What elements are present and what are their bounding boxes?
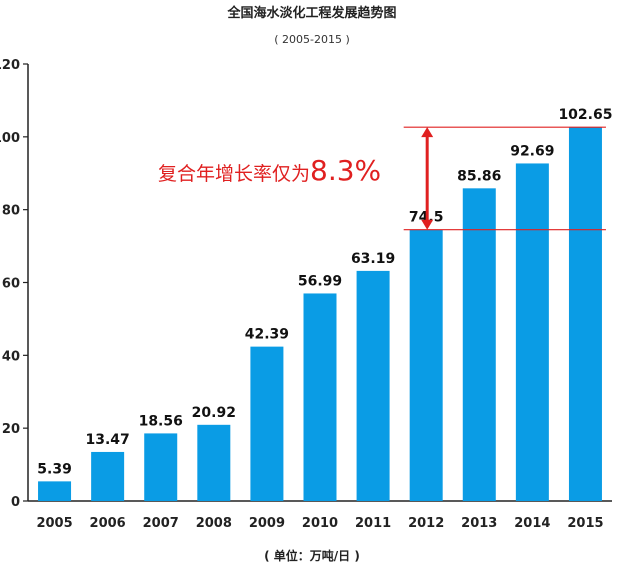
x-tick-label: 2013	[461, 516, 497, 531]
y-tick-label: 60	[2, 277, 20, 292]
y-axis-ticks: 0 20 40 60 80 100 120	[0, 58, 28, 510]
unit-label: ( 单位：万吨/日 )	[264, 548, 360, 563]
value-label-2015: 102.65	[558, 107, 612, 123]
x-tick-label: 2011	[355, 516, 391, 531]
x-tick-label: 2009	[249, 516, 285, 531]
bar-2015	[568, 127, 602, 501]
value-label-2013: 85.86	[457, 168, 501, 184]
x-tick-label: 2007	[143, 516, 179, 531]
value-labels: 5.3913.4718.5620.9242.3956.9963.1974.585…	[37, 107, 612, 477]
bars	[38, 127, 602, 501]
x-tick-label: 2010	[302, 516, 338, 531]
value-label-2006: 13.47	[85, 432, 129, 448]
x-axis-ticks: 2005 2006 2007 2008 2009 2010 2011 2012 2013 2014…	[36, 516, 603, 531]
x-tick-label: 2015	[567, 516, 603, 531]
bar-2012	[409, 229, 443, 501]
value-label-2011: 63.19	[351, 251, 395, 267]
bar-2005	[38, 481, 72, 501]
bar-2009	[250, 346, 284, 501]
y-tick-label: 100	[0, 131, 20, 146]
bar-2014	[515, 163, 549, 501]
growth-annotation: 复合年增长率仅为8.3%	[158, 126, 606, 231]
bar-2013	[462, 188, 496, 501]
value-label-2008: 20.92	[192, 405, 236, 421]
growth-arrow-head-up	[421, 127, 434, 138]
bar-2006	[91, 451, 125, 501]
value-label-2005: 5.39	[37, 461, 72, 477]
x-tick-label: 2005	[36, 516, 72, 531]
growth-arrow-head-down	[421, 219, 434, 230]
x-tick-label: 2008	[196, 516, 232, 531]
value-label-2007: 18.56	[139, 413, 183, 429]
y-tick-label: 0	[11, 495, 20, 510]
chart-subtitle: ( 2005-2015 )	[274, 33, 350, 46]
value-label-2010: 56.99	[298, 273, 342, 289]
value-label-2014: 92.69	[510, 143, 554, 159]
y-tick-label: 20	[2, 422, 20, 437]
x-tick-label: 2014	[514, 516, 550, 531]
x-tick-label: 2006	[90, 516, 126, 531]
bar-2007	[144, 433, 178, 501]
bar-2008	[197, 424, 231, 501]
value-label-2009: 42.39	[245, 327, 289, 343]
bar-2011	[356, 270, 390, 501]
y-tick-label: 80	[2, 204, 20, 219]
chart-title: 全国海水淡化工程发展趋势图	[226, 5, 396, 21]
y-tick-label: 120	[0, 58, 20, 73]
y-tick-label: 40	[2, 349, 20, 364]
bar-2010	[303, 293, 337, 501]
x-tick-label: 2012	[408, 516, 444, 531]
growth-annotation-text: 复合年增长率仅为8.3%	[158, 154, 381, 187]
